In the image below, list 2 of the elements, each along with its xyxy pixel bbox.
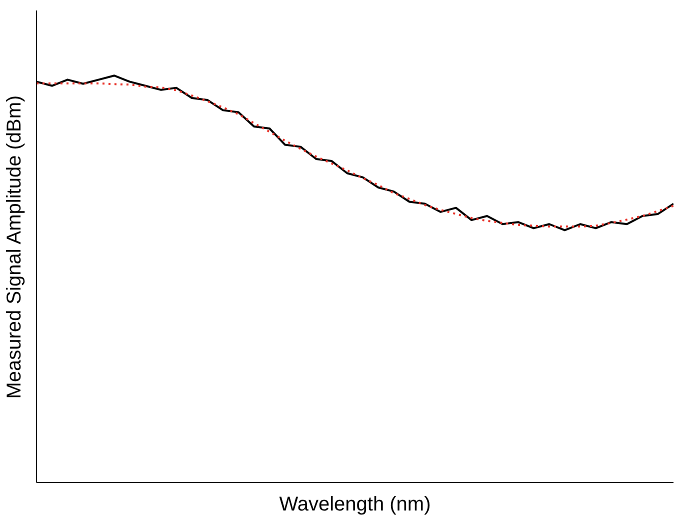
x-axis-title: Wavelength (nm)	[279, 494, 431, 516]
y-axis-title: Measured Signal Amplitude (dBm)	[4, 95, 26, 399]
